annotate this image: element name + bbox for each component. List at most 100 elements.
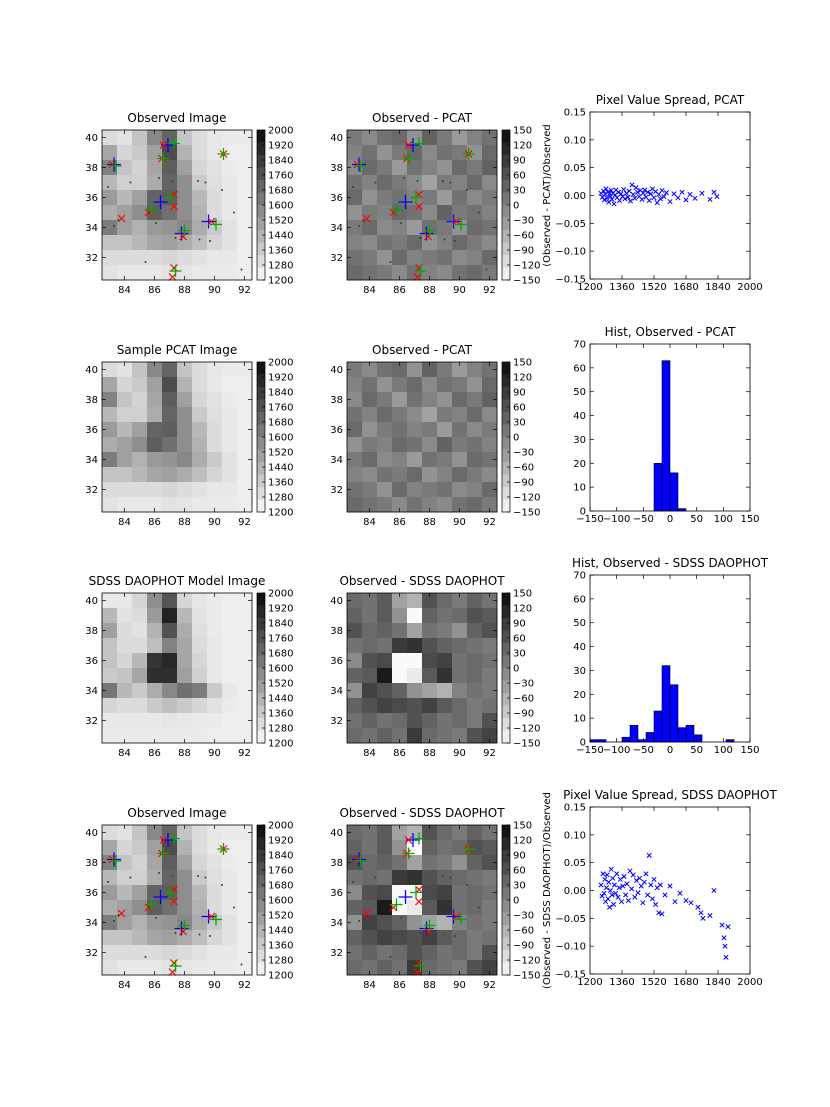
colorbar-band [257,912,265,926]
heatmap-cell [102,608,118,624]
heatmap-cell [362,728,378,744]
x-tick-label: 88 [423,748,436,759]
heatmap-cell [377,930,393,946]
colorbar-tick-label: 1520 [268,448,293,459]
heatmap-cell [177,638,193,654]
heatmap-cell [362,638,378,654]
heatmap-cell [177,900,193,916]
overlay-plus-marker [352,157,366,172]
heatmap-cell [207,638,223,654]
heatmap-cell [377,497,393,513]
overlay-dot-marker [374,181,377,184]
heatmap-cell [147,482,163,498]
colorbar-tick-label: 1520 [268,216,293,227]
heatmap-cell [392,220,408,236]
heatmap-cell [132,130,148,146]
heatmap-cell [132,377,148,393]
plot-frame [346,824,498,976]
overlay-dot-marker [449,876,452,879]
histogram-bar [645,732,655,743]
panel-title: Observed - PCAT [372,343,473,357]
heatmap-cell [237,422,253,438]
colorbar-band [257,155,265,168]
heatmap-cell [132,220,148,236]
plot-frame [589,111,751,280]
heatmap-cell [192,653,208,669]
scatter-point [621,186,627,192]
heatmap-cell [437,452,453,468]
heatmap-cell [362,653,378,669]
heatmap-cell [222,377,238,393]
overlay-dot-marker [416,180,419,182]
heatmap-cell [162,900,178,916]
heatmap-cell [102,915,118,931]
heatmap-cell [452,668,468,684]
overlay-dot-marker [485,963,488,966]
heatmap-cell [162,392,178,408]
heatmap-cell [102,265,118,281]
colorbar-band [257,950,265,963]
heatmap-cell [482,235,498,251]
colorbar-tick-label: 1280 [268,493,293,504]
heatmap-cell [377,205,393,221]
heatmap-cell [207,885,223,901]
heatmap-cell [407,422,423,438]
heatmap-cell [467,250,483,266]
heatmap-cell [222,825,238,841]
heatmap-cell [102,960,118,976]
heatmap-cell [467,265,483,281]
heatmap-cell [192,698,208,714]
heatmap-cell [377,377,393,393]
heatmap-cell [132,467,148,483]
y-tick-label: 38 [330,858,343,869]
heatmap-cell [132,497,148,513]
heatmap-cell [177,190,193,206]
colorbar-tick-label: 30 [513,418,526,429]
heatmap-cell [392,467,408,483]
scatter-point [630,872,636,878]
heatmap-cell [102,407,118,423]
heatmap-cell [132,362,148,378]
heatmap-cell [147,392,163,408]
heatmap-cell [452,638,468,654]
heatmap-cell [347,175,363,191]
heatmap-cell [222,683,238,699]
heatmap-cell [347,407,363,423]
heatmap-cell [392,960,408,976]
colorbar-band [502,205,510,218]
overlay-dot-marker [374,876,377,879]
heatmap-cell [237,900,253,916]
colorbar-tick-label: 0 [513,896,519,907]
plot-frame [101,824,253,976]
heatmap-cell [392,377,408,393]
x-tick-label: 84 [363,748,376,759]
scatter-point [649,896,655,902]
panel-title: Hist, Observed - PCAT [605,325,737,339]
colorbar-band [502,718,510,731]
heatmap-cell [422,683,438,699]
colorbar-band [502,605,510,619]
heatmap-cell [132,855,148,871]
x-tick-label: 92 [483,517,496,528]
colorbar-tick-label: 1600 [268,664,293,675]
y-tick-label: 34 [85,223,98,234]
y-tick-label: 0.05 [564,858,586,869]
heatmap-cell [177,885,193,901]
overlay-plus-marker [107,852,121,867]
x-tick-label: −150 [576,514,603,525]
x-tick-label: 88 [178,285,191,296]
heatmap-cell [407,407,423,423]
overlay-plus-marker [402,847,415,860]
overlay-dot-marker [209,240,211,242]
y-tick-label: 38 [85,163,98,174]
heatmap-cell [177,825,193,841]
overlay-x-marker [413,968,422,976]
heatmap-cell [162,855,178,871]
heatmap-cell [452,945,468,961]
heatmap-cell [347,698,363,714]
heatmap-cell [132,653,148,669]
y-tick-label: 36 [85,193,98,204]
heatmap-cell [237,728,253,744]
colorbar-band [257,937,265,951]
heatmap-cell [377,392,393,408]
